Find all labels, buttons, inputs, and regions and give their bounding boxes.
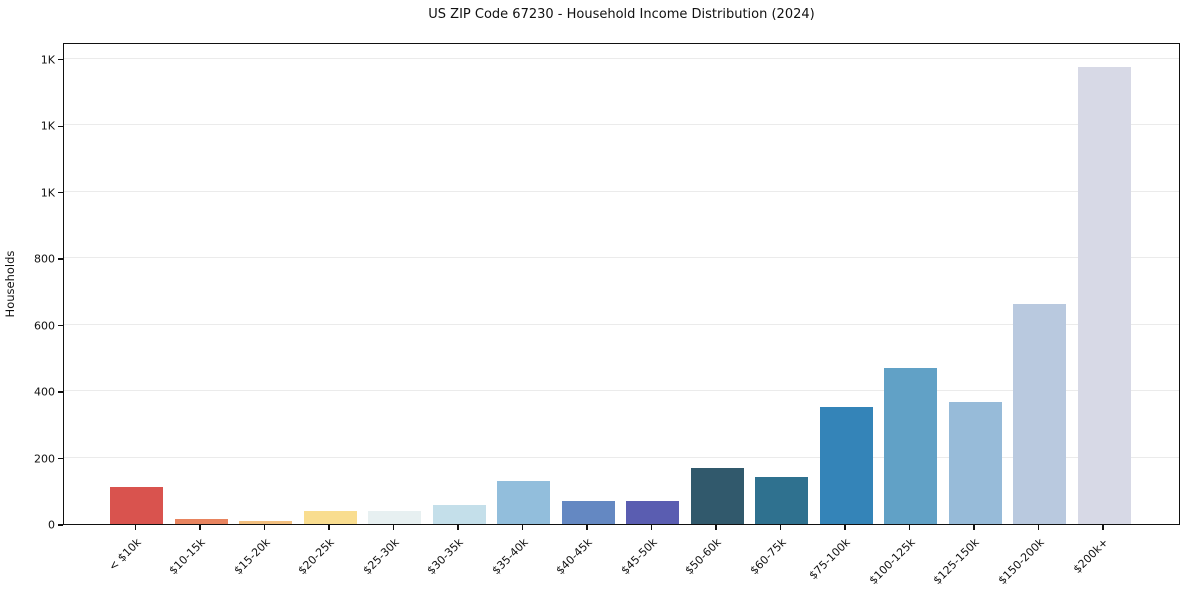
bar-40-45k — [561, 501, 615, 524]
x-tick-label: $40-45k — [553, 535, 595, 578]
y-tick-label: 1K — [40, 119, 55, 133]
gridline — [64, 323, 1179, 325]
y-tick-mark — [58, 258, 63, 260]
x-tick-mark — [1102, 525, 1104, 530]
x-tick-mark — [1037, 525, 1040, 530]
bar-10k — [110, 487, 163, 524]
x-tick-mark — [715, 525, 717, 530]
y-tick-label: 600 — [34, 319, 55, 333]
x-tick-mark — [457, 525, 459, 530]
x-tick-label: $60-75k — [747, 535, 789, 578]
x-tick-mark — [199, 525, 201, 530]
bar-20-25k — [303, 510, 357, 524]
x-tick-label: $50-60k — [682, 535, 724, 578]
bar-25-30k — [368, 511, 421, 524]
y-tick-mark — [58, 524, 63, 526]
x-tick-label: $15-20k — [231, 535, 273, 578]
bar-15-20k — [239, 520, 292, 524]
x-tick-label: $200k+ — [1070, 535, 1111, 576]
bar-10-15k — [174, 519, 228, 524]
x-tick-mark — [134, 525, 137, 530]
bar-75-100k — [819, 407, 873, 524]
x-tick-label: < $10k — [105, 535, 144, 574]
y-tick-label: 1K — [40, 186, 55, 200]
chart-title: US ZIP Code 67230 - Household Income Dis… — [428, 7, 815, 22]
gridline — [64, 124, 1179, 126]
x-tick-mark — [392, 525, 395, 530]
bar-60-75k — [755, 477, 808, 524]
y-tick-label: 200 — [34, 452, 55, 466]
x-tick-mark — [521, 525, 524, 530]
y-tick-label: 400 — [34, 385, 55, 399]
y-tick-label: 1K — [40, 53, 55, 67]
bar-50-60k — [690, 467, 744, 524]
plot-area — [63, 43, 1180, 525]
bar-150-200k — [1013, 303, 1066, 524]
x-tick-label: $20-25k — [295, 535, 337, 578]
x-tick-label: $150-200k — [995, 535, 1047, 587]
x-tick-label: $30-35k — [424, 535, 466, 578]
bar-200k — [1077, 66, 1131, 524]
x-tick-mark — [650, 525, 653, 530]
gridline — [64, 57, 1179, 59]
x-tick-mark — [844, 525, 846, 530]
x-tick-label: $25-30k — [360, 535, 402, 578]
bar-30-35k — [432, 505, 486, 524]
gridline — [64, 190, 1179, 192]
gridline — [64, 456, 1179, 458]
y-tick-mark — [58, 191, 63, 194]
gridline — [64, 257, 1179, 259]
y-tick-mark — [58, 59, 63, 61]
x-tick-mark — [973, 525, 975, 530]
bar-100-125k — [884, 367, 937, 524]
gridline — [64, 390, 1179, 392]
x-tick-label: $45-50k — [618, 535, 660, 578]
y-tick-mark — [58, 324, 63, 327]
y-tick-mark — [58, 457, 63, 460]
bar-45-50k — [626, 500, 679, 524]
x-tick-label: $10-15k — [166, 535, 208, 578]
x-tick-mark — [263, 525, 266, 530]
y-tick-label: 0 — [48, 518, 55, 532]
y-tick-mark — [58, 391, 63, 393]
x-tick-label: $75-100k — [806, 535, 853, 583]
x-tick-label: $100-125k — [866, 535, 918, 587]
x-tick-mark — [586, 525, 588, 530]
x-tick-mark — [908, 525, 911, 530]
x-tick-mark — [328, 525, 330, 530]
x-tick-mark — [779, 525, 782, 530]
x-tick-label: $35-40k — [489, 535, 531, 578]
y-tick-label: 800 — [34, 252, 55, 266]
y-tick-mark — [58, 125, 63, 127]
x-tick-label: $125-150k — [930, 535, 982, 587]
bar-125-150k — [948, 402, 1002, 524]
bar-35-40k — [497, 481, 550, 524]
